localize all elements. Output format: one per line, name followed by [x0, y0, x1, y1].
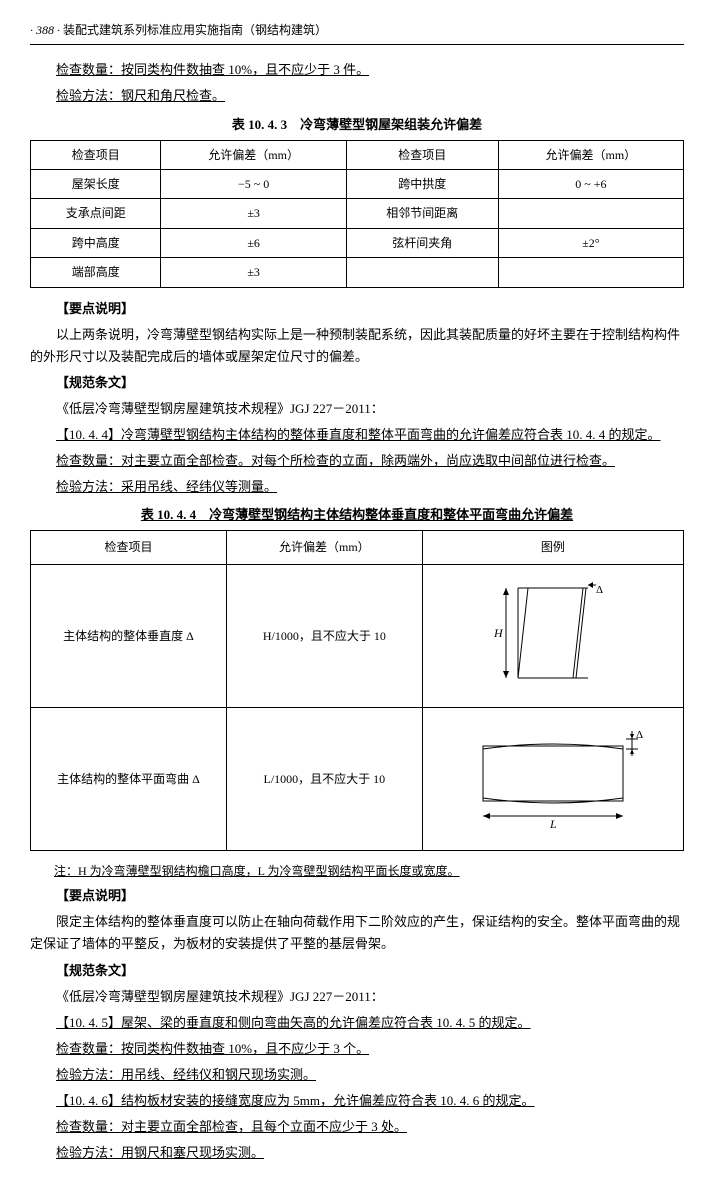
label-delta2: Δ: [636, 729, 643, 741]
table2-note: 注：H 为冷弯薄壁型钢结构檐口高度，L 为冷弯壁型钢结构平面长度或宽度。: [30, 861, 684, 881]
diagram-plan-bend: L Δ: [422, 707, 683, 850]
t1-cell: ±3: [161, 199, 346, 228]
t1-cell: [498, 199, 683, 228]
plan-bend-icon: L Δ: [458, 721, 648, 831]
page-header: · 388 · 装配式建筑系列标准应用实施指南（钢结构建筑）: [30, 20, 684, 45]
t1-h3: 检查项目: [346, 140, 498, 169]
t1-cell: 跨中拱度: [346, 170, 498, 199]
t1-h1: 检查项目: [31, 140, 161, 169]
t1-cell: 支承点间距: [31, 199, 161, 228]
t1-cell: [346, 258, 498, 287]
t1-cell: 屋架长度: [31, 170, 161, 199]
t1-cell: 弦杆间夹角: [346, 228, 498, 257]
table-10-4-4: 检查项目 允许偏差（mm） 图例 主体结构的整体垂直度 Δ H/1000，且不应…: [30, 530, 684, 850]
table-10-4-3: 检查项目 允许偏差（mm） 检查项目 允许偏差（mm） 屋架长度 −5 ~ 0 …: [30, 140, 684, 288]
t2-r1c2: H/1000，且不应大于 10: [226, 564, 422, 707]
t1-cell: ±6: [161, 228, 346, 257]
key-point-head-2: 【要点说明】: [30, 885, 684, 907]
check-method-3: 检验方法：用吊线、经纬仪和钢尺现场实测。: [30, 1064, 684, 1086]
check-qty-3: 检查数量：按同类构件数抽查 10%，且不应少于 3 个。: [30, 1038, 684, 1060]
t1-h4: 允许偏差（mm）: [498, 140, 683, 169]
t1-cell: ±2°: [498, 228, 683, 257]
spec-ref: 《低层冷弯薄壁型钢房屋建筑技术规程》JGJ 227－2011：: [30, 398, 684, 420]
t1-cell: 0 ~ +6: [498, 170, 683, 199]
t1-cell: [498, 258, 683, 287]
t1-cell: −5 ~ 0: [161, 170, 346, 199]
check-method-line: 检验方法：钢尺和角尺检查。: [30, 85, 684, 107]
clause-10-4-5: 【10. 4. 5】屋架、梁的垂直度和侧向弯曲矢高的允许偏差应符合表 10. 4…: [30, 1012, 684, 1034]
label-H: H: [493, 626, 504, 640]
label-L: L: [549, 817, 557, 831]
key-point-para: 以上两条说明，冷弯薄壁型钢结构实际上是一种预制装配系统，因此其装配质量的好坏主要…: [30, 324, 684, 368]
t1-cell: 跨中高度: [31, 228, 161, 257]
t2-h2: 允许偏差（mm）: [226, 531, 422, 564]
header-title: 装配式建筑系列标准应用实施指南（钢结构建筑）: [63, 23, 327, 37]
t1-cell: 端部高度: [31, 258, 161, 287]
check-qty-4: 检查数量：对主要立面全部检查，且每个立面不应少于 3 处。: [30, 1116, 684, 1138]
t2-h3: 图例: [422, 531, 683, 564]
key-point-head: 【要点说明】: [30, 298, 684, 320]
page-number: · 388 ·: [30, 23, 60, 37]
t2-r2c2: L/1000，且不应大于 10: [226, 707, 422, 850]
clause-10-4-6: 【10. 4. 6】结构板材安装的接缝宽度应为 5mm，允许偏差应符合表 10.…: [30, 1090, 684, 1112]
t2-r1c1: 主体结构的整体垂直度 Δ: [31, 564, 227, 707]
check-qty-line: 检查数量：按同类构件数抽查 10%，且不应少于 3 件。: [30, 59, 684, 81]
t2-r2c1: 主体结构的整体平面弯曲 Δ: [31, 707, 227, 850]
check-qty-2: 检查数量：对主要立面全部检查。对每个所检查的立面，除两端外，尚应选取中间部位进行…: [30, 450, 684, 472]
t1-h2: 允许偏差（mm）: [161, 140, 346, 169]
verticality-icon: H Δ: [478, 573, 628, 693]
spec-ref-2: 《低层冷弯薄壁型钢房屋建筑技术规程》JGJ 227－2011：: [30, 986, 684, 1008]
label-delta1: Δ: [596, 584, 603, 596]
check-method-2: 检验方法：采用吊线、经纬仪等测量。: [30, 476, 684, 498]
diagram-verticality: H Δ: [422, 564, 683, 707]
table2-caption: 表 10. 4. 4 冷弯薄壁型钢结构主体结构整体垂直度和整体平面弯曲允许偏差: [30, 504, 684, 526]
t2-h1: 检查项目: [31, 531, 227, 564]
check-method-4: 检验方法：用钢尺和塞尺现场实测。: [30, 1142, 684, 1164]
key-point-para-2: 限定主体结构的整体垂直度可以防止在轴向荷载作用下二阶效应的产生，保证结构的安全。…: [30, 911, 684, 955]
t1-cell: 相邻节间距离: [346, 199, 498, 228]
spec-head-2: 【规范条文】: [30, 960, 684, 982]
t1-cell: ±3: [161, 258, 346, 287]
spec-head: 【规范条文】: [30, 372, 684, 394]
table1-caption: 表 10. 4. 3 冷弯薄壁型钢屋架组装允许偏差: [30, 114, 684, 136]
clause-10-4-4: 【10. 4. 4】冷弯薄壁型钢结构主体结构的整体垂直度和整体平面弯曲的允许偏差…: [30, 424, 684, 446]
